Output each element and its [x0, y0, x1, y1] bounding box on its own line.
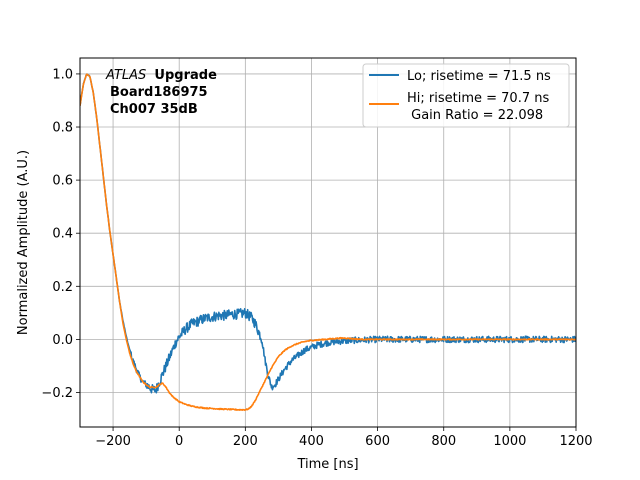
x-tick-label: 800: [431, 434, 456, 449]
x-tick-label: 600: [365, 434, 390, 449]
y-tick-label: 0.2: [52, 280, 73, 295]
series-line-hi: [80, 73, 576, 411]
y-tick-label: 1.0: [52, 67, 73, 82]
legend: Lo; risetime = 71.5 ns Hi; risetime = 70…: [362, 63, 570, 128]
annotation-line-1: ATLAS Upgrade: [105, 68, 217, 83]
y-tick-label: 0.8: [52, 121, 73, 136]
x-tick-label: 400: [299, 434, 324, 449]
x-axis-label: Time [ns]: [296, 457, 358, 472]
y-tick-label: 0.4: [52, 227, 73, 242]
series-layer: [80, 73, 576, 411]
x-tick-label: 0: [175, 434, 183, 449]
y-tick-label: 0.6: [52, 174, 73, 189]
x-tick-label: −200: [95, 434, 131, 449]
legend-label-hi-gain: Gain Ratio = 22.098: [407, 108, 543, 123]
atlas-annotation: ATLAS Upgrade Board186975 Ch007 35dB: [105, 68, 217, 117]
y-tick-label: 0.0: [52, 333, 73, 348]
x-tick-label: 200: [233, 434, 258, 449]
legend-label-hi: Hi; risetime = 70.7 ns: [407, 91, 549, 106]
legend-frame: [362, 63, 570, 128]
annotation-upgrade: Upgrade: [154, 68, 217, 83]
annotation-atlas: ATLAS: [105, 68, 146, 83]
x-tick-label: 1000: [493, 434, 526, 449]
plot-frame: [79, 57, 577, 428]
annotation-board: Board186975: [110, 85, 208, 100]
y-tick-label: −0.2: [41, 386, 73, 401]
ticks: −200 0 200 400 600 800 1000 1200 −0.2 0.0 0.2 0.4 0.…: [41, 67, 592, 449]
series-line-lo: [80, 73, 576, 394]
annotation-channel: Ch007 35dB: [110, 102, 198, 117]
y-axis-label: Normalized Amplitude (A.U.): [16, 150, 31, 335]
legend-label-lo: Lo; risetime = 71.5 ns: [407, 69, 551, 84]
x-tick-label: 1200: [559, 434, 592, 449]
